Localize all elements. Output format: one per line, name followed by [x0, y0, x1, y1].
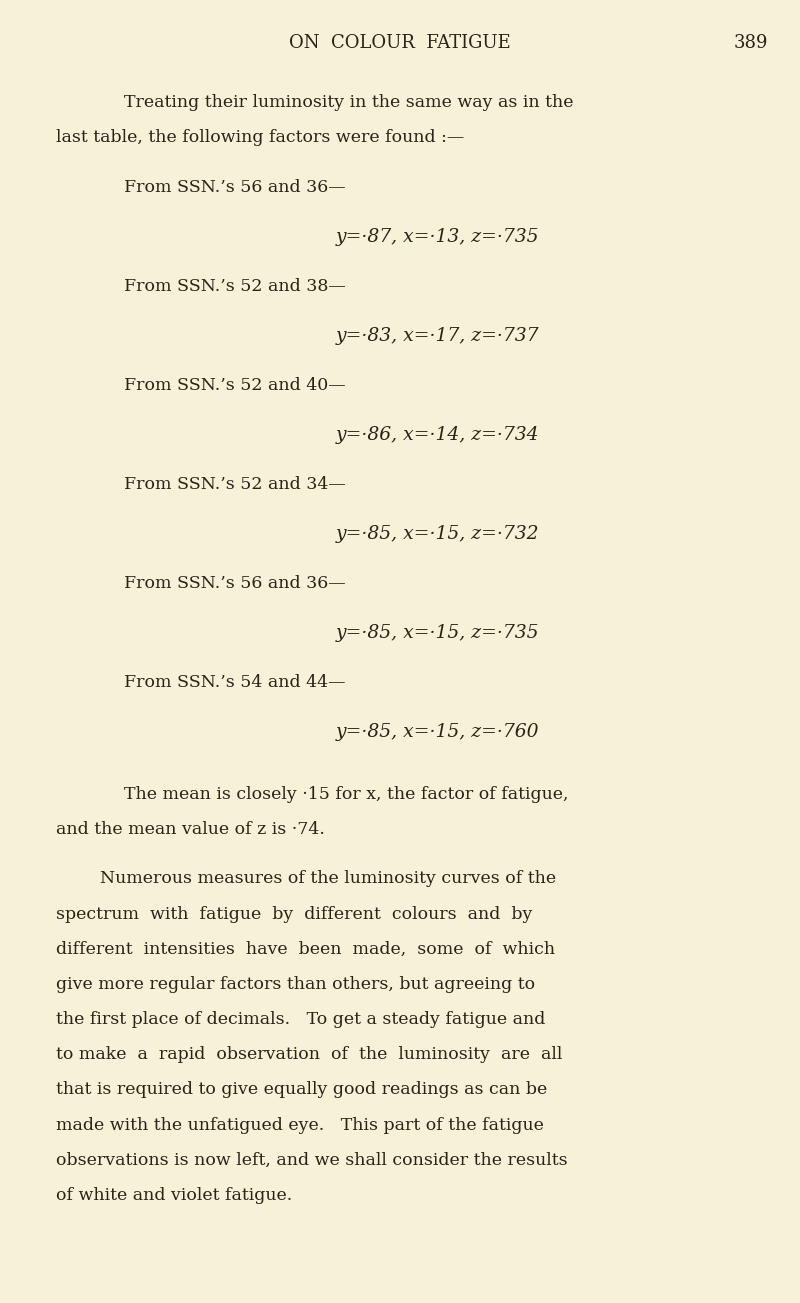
Text: From SSN.’s 52 and 34—: From SSN.’s 52 and 34—: [124, 476, 346, 493]
Text: From SSN.’s 56 and 36—: From SSN.’s 56 and 36—: [124, 179, 346, 195]
Text: spectrum  with  fatigue  by  different  colours  and  by: spectrum with fatigue by different colou…: [56, 906, 532, 923]
Text: From SSN.’s 56 and 36—: From SSN.’s 56 and 36—: [124, 575, 346, 592]
Text: give more regular factors than others, but agreeing to: give more regular factors than others, b…: [56, 976, 535, 993]
Text: From SSN.’s 54 and 44—: From SSN.’s 54 and 44—: [124, 674, 346, 691]
Text: and the mean value of z is ·74.: and the mean value of z is ·74.: [56, 821, 325, 838]
Text: The mean is closely ·15 for x, the factor of fatigue,: The mean is closely ·15 for x, the facto…: [124, 786, 569, 803]
Text: Treating their luminosity in the same way as in the: Treating their luminosity in the same wa…: [124, 94, 574, 111]
Text: different  intensities  have  been  made,  some  of  which: different intensities have been made, so…: [56, 941, 555, 958]
Text: From SSN.’s 52 and 38—: From SSN.’s 52 and 38—: [124, 278, 346, 294]
Text: y=·85, x=·15, z=·735: y=·85, x=·15, z=·735: [336, 624, 539, 642]
Text: of white and violet fatigue.: of white and violet fatigue.: [56, 1187, 292, 1204]
Text: last table, the following factors were found :—: last table, the following factors were f…: [56, 129, 464, 146]
Text: From SSN.’s 52 and 40—: From SSN.’s 52 and 40—: [124, 377, 346, 394]
Text: observations is now left, and we shall consider the results: observations is now left, and we shall c…: [56, 1152, 568, 1169]
Text: to make  a  rapid  observation  of  the  luminosity  are  all: to make a rapid observation of the lumin…: [56, 1046, 562, 1063]
Text: y=·83, x=·17, z=·737: y=·83, x=·17, z=·737: [336, 327, 539, 345]
Text: y=·86, x=·14, z=·734: y=·86, x=·14, z=·734: [336, 426, 539, 444]
Text: made with the unfatigued eye.   This part of the fatigue: made with the unfatigued eye. This part …: [56, 1117, 544, 1134]
Text: y=·85, x=·15, z=·760: y=·85, x=·15, z=·760: [336, 723, 539, 741]
Text: 389: 389: [734, 34, 768, 52]
Text: the first place of decimals.   To get a steady fatigue and: the first place of decimals. To get a st…: [56, 1011, 546, 1028]
Text: y=·87, x=·13, z=·735: y=·87, x=·13, z=·735: [336, 228, 539, 246]
Text: y=·85, x=·15, z=·732: y=·85, x=·15, z=·732: [336, 525, 539, 543]
Text: Numerous measures of the luminosity curves of the: Numerous measures of the luminosity curv…: [56, 870, 556, 887]
Text: that is required to give equally good readings as can be: that is required to give equally good re…: [56, 1081, 547, 1098]
Text: ON  COLOUR  FATIGUE: ON COLOUR FATIGUE: [289, 34, 511, 52]
